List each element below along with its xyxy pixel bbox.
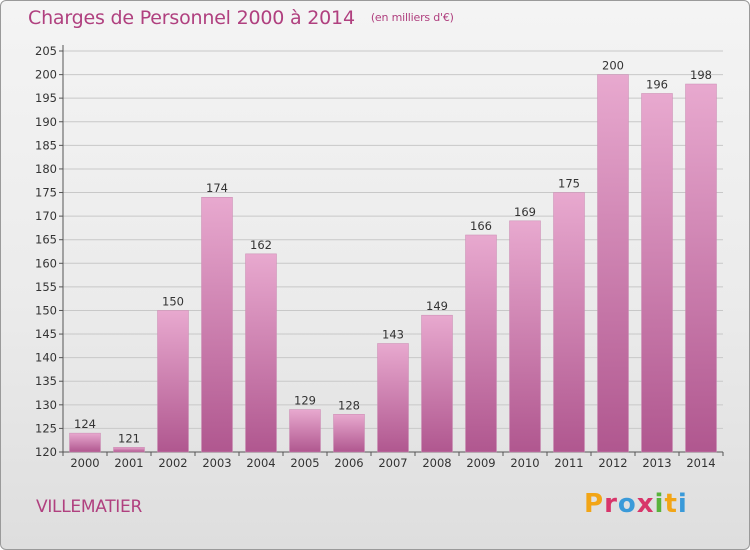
bar-value-label: 150 — [162, 294, 184, 308]
x-tick-label: 2005 — [290, 456, 319, 470]
y-tick-label: 180 — [35, 162, 57, 176]
bar-value-label: 198 — [690, 68, 712, 82]
y-tick-label: 160 — [35, 256, 57, 270]
chart-title-text: Charges de Personnel 2000 à 2014 — [28, 7, 355, 29]
bar[interactable] — [641, 93, 673, 453]
bar[interactable] — [421, 314, 453, 453]
y-tick-label: 140 — [35, 351, 57, 365]
proxiti-logo[interactable]: Proxiti — [584, 489, 688, 519]
logo-letter: o — [617, 489, 637, 519]
y-tick-label: 120 — [35, 445, 57, 459]
logo-letter: i — [677, 489, 688, 519]
x-tick-label: 2004 — [246, 456, 275, 470]
y-tick-label: 190 — [35, 115, 57, 129]
bar-value-label: 175 — [558, 177, 580, 191]
x-tick-label: 2007 — [378, 456, 407, 470]
x-tick-label: 2006 — [334, 456, 363, 470]
bar-value-label: 128 — [338, 398, 360, 412]
x-tick-label: 2001 — [114, 456, 143, 470]
logo-letter: i — [654, 489, 665, 519]
y-tick-label: 125 — [35, 421, 57, 435]
x-tick-label: 2012 — [598, 456, 627, 470]
bar-value-label: 149 — [426, 299, 448, 313]
logo-letter: x — [636, 489, 655, 519]
y-tick-label: 155 — [35, 280, 57, 294]
bar[interactable] — [465, 234, 497, 453]
commune-name: VILLEMATIER — [36, 497, 142, 517]
chart-subtitle: (en milliers d'€) — [370, 11, 454, 24]
bar[interactable] — [597, 74, 629, 453]
bar[interactable] — [69, 432, 101, 453]
y-tick-label: 150 — [35, 303, 57, 317]
bars — [69, 74, 717, 453]
y-tick-label: 195 — [35, 91, 57, 105]
bar[interactable] — [333, 414, 365, 453]
logo-letter: P — [584, 489, 605, 519]
bar-value-label: 143 — [382, 327, 404, 341]
bar[interactable] — [553, 192, 585, 453]
x-tick-label: 2010 — [510, 456, 539, 470]
x-tick-label: 2008 — [422, 456, 451, 470]
logo-letter: r — [604, 489, 618, 519]
bar-value-label: 162 — [250, 238, 272, 252]
bar-value-label: 196 — [646, 77, 668, 91]
y-tick-label: 165 — [35, 233, 57, 247]
chart-title: Charges de Personnel 2000 à 2014 (en mill… — [28, 7, 454, 29]
x-tick-label: 2002 — [158, 456, 187, 470]
y-tick-label: 200 — [35, 68, 57, 82]
bar[interactable] — [157, 310, 189, 453]
bar[interactable] — [245, 253, 277, 453]
y-tick-label: 175 — [35, 186, 57, 200]
bar-value-label: 174 — [206, 181, 228, 195]
labels: 120 125 130 135 140 145 150 155 160 165 170 175 180 1… — [35, 44, 716, 470]
y-tick-label: 170 — [35, 209, 57, 223]
bar-value-label: 169 — [514, 205, 536, 219]
bar[interactable] — [685, 83, 717, 453]
bar[interactable] — [201, 196, 233, 453]
y-tick-label: 185 — [35, 138, 57, 152]
bar[interactable] — [113, 447, 145, 453]
x-tick-label: 2013 — [642, 456, 671, 470]
y-tick-label: 135 — [35, 374, 57, 388]
bar-value-label: 129 — [294, 394, 316, 408]
bar[interactable] — [377, 343, 409, 453]
y-tick-label: 205 — [35, 44, 57, 58]
y-tick-label: 130 — [35, 398, 57, 412]
y-tick-label: 145 — [35, 327, 57, 341]
x-tick-label: 2014 — [686, 456, 715, 470]
x-tick-label: 2003 — [202, 456, 231, 470]
x-tick-label: 2000 — [70, 456, 99, 470]
bar-value-label: 121 — [118, 431, 140, 445]
x-tick-label: 2011 — [554, 456, 583, 470]
bar-value-label: 124 — [74, 417, 96, 431]
bar[interactable] — [509, 220, 541, 453]
logo-letter: t — [664, 489, 678, 519]
bar-value-label: 200 — [602, 59, 624, 73]
bar-value-label: 166 — [470, 219, 492, 233]
x-tick-label: 2009 — [466, 456, 495, 470]
bar[interactable] — [289, 409, 321, 453]
